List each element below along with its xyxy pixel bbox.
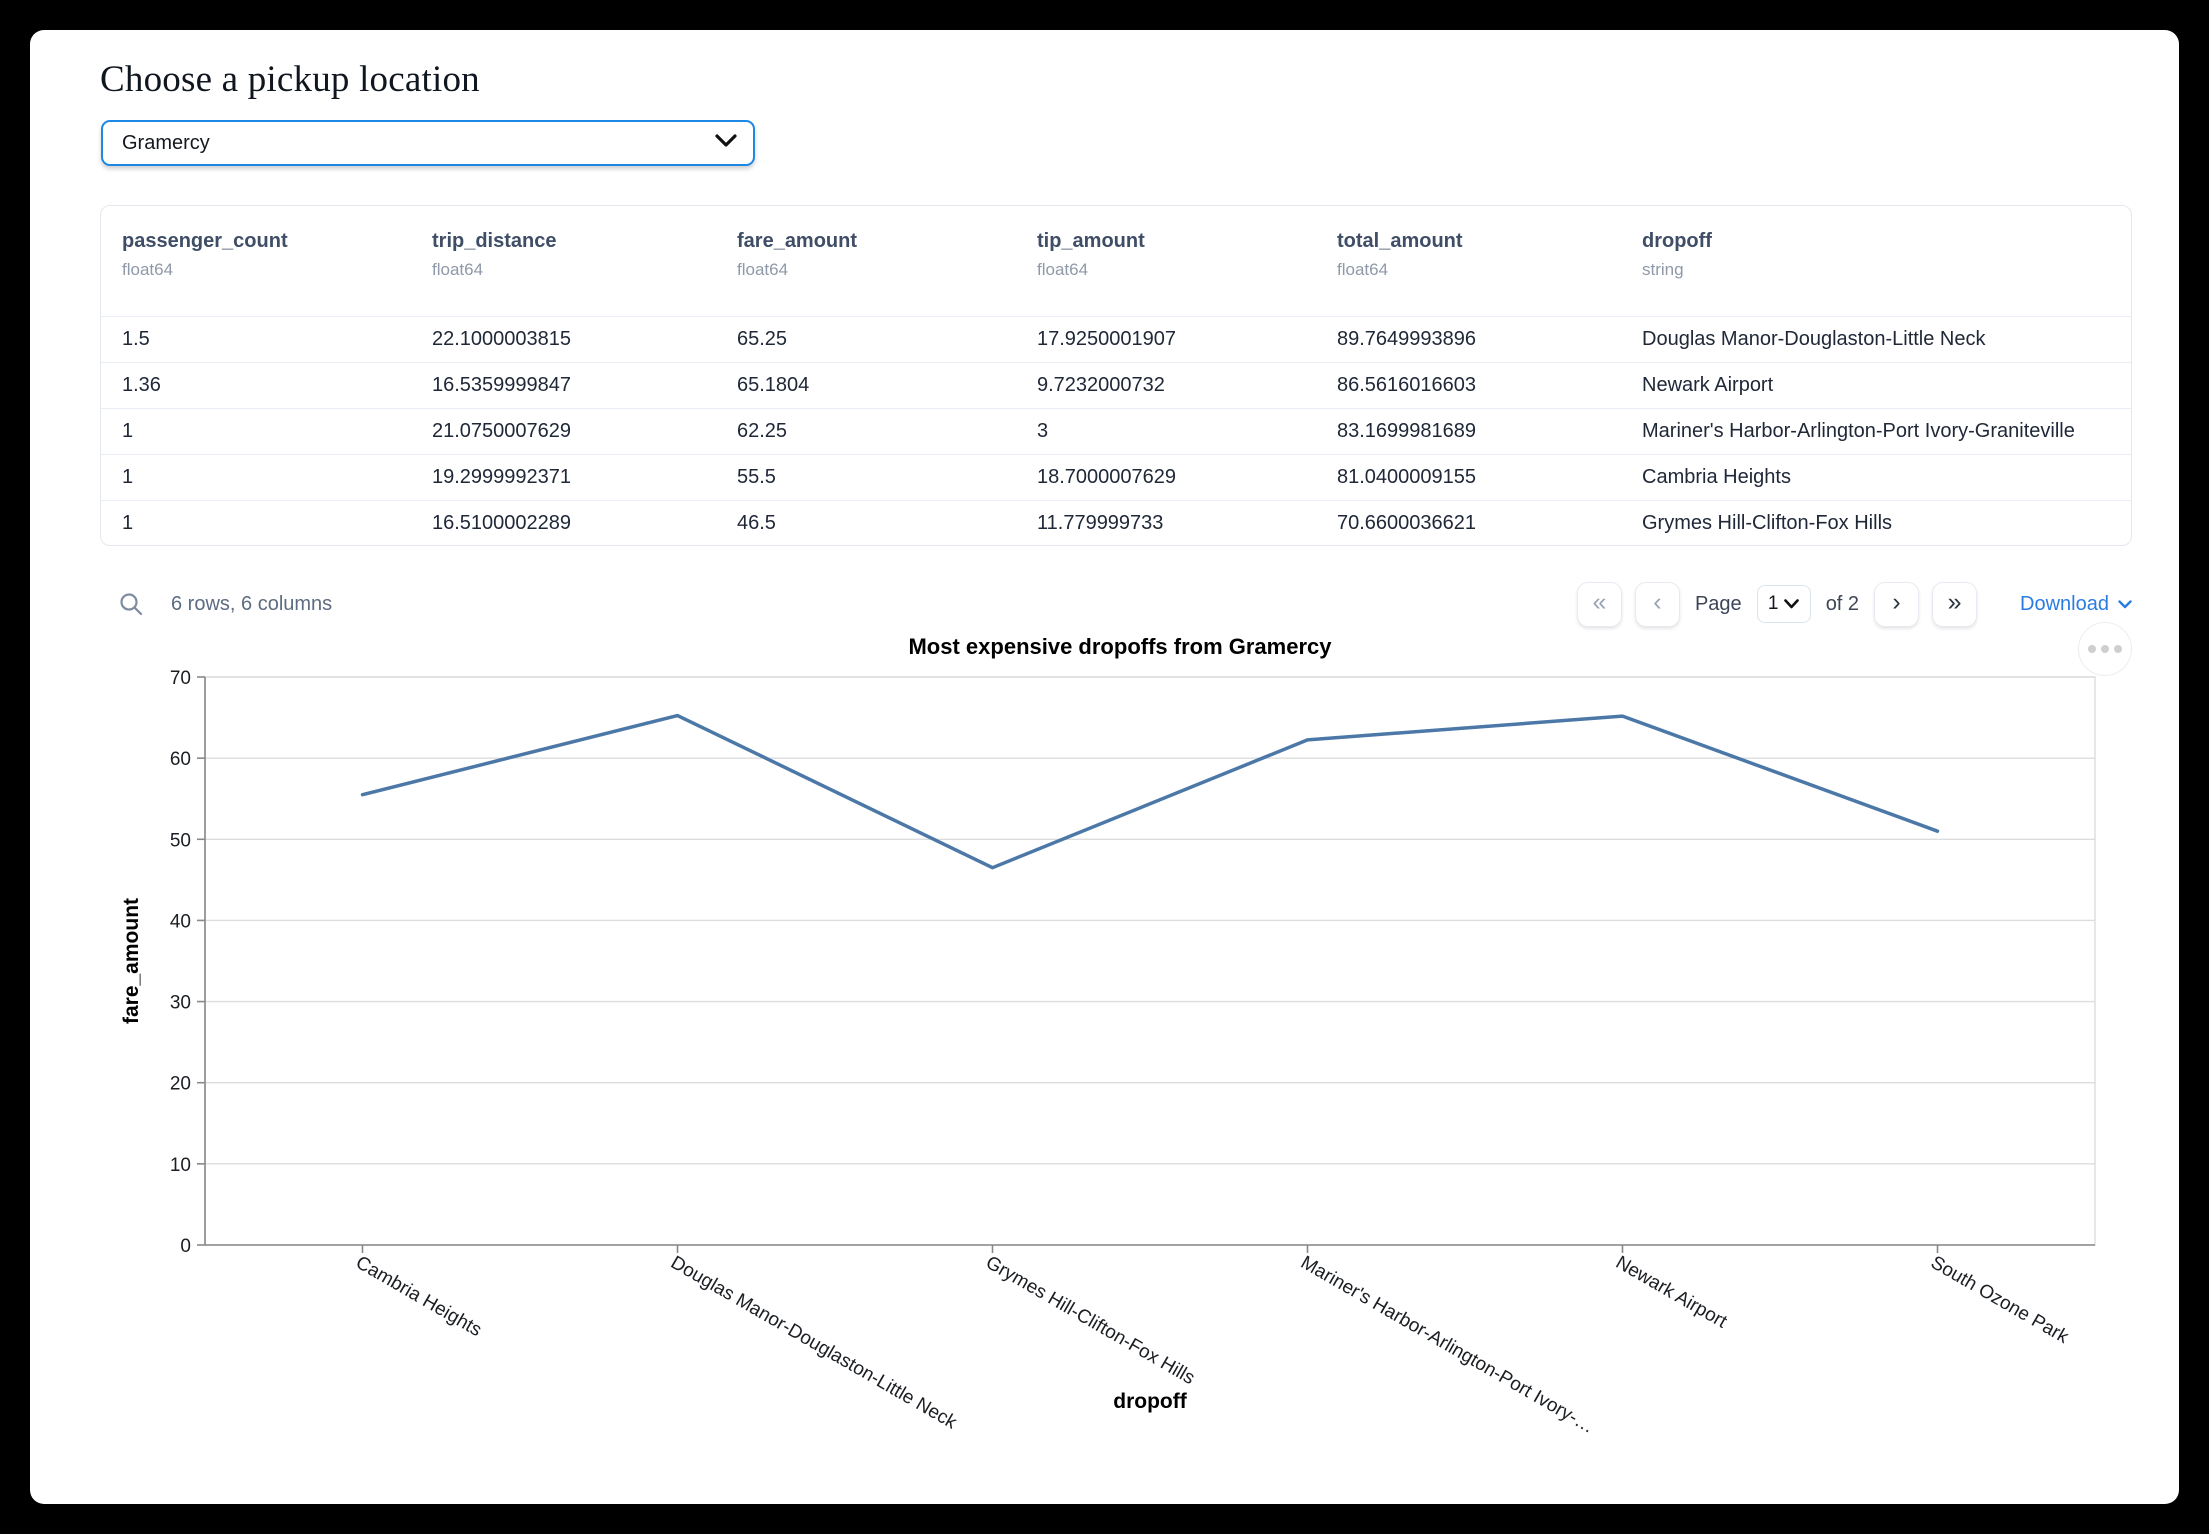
- table-cell: 21.0750007629: [432, 420, 572, 442]
- table-cell: 86.5616016603: [1337, 374, 1477, 396]
- table-footer: 6 rows, 6 columns « ‹ Page 1 of 2 › » Do…: [100, 580, 2132, 628]
- column-header: tip_amount float64: [1037, 230, 1145, 279]
- table-cell: 19.2999992371: [432, 466, 572, 488]
- app-card: Choose a pickup location Gramercy passen…: [30, 30, 2179, 1504]
- page-of-label: of 2: [1825, 592, 1860, 615]
- pagination: « ‹ Page 1 of 2 › » Download: [1576, 581, 2132, 627]
- x-tick-label: South Ozone Park: [1927, 1252, 2072, 1348]
- dataframe-table: passenger_count float64 trip_distance float…: [100, 205, 2132, 546]
- ellipsis-menu-icon[interactable]: [2078, 622, 2132, 676]
- y-tick-label: 0: [180, 1236, 191, 1257]
- table-cell: Douglas Manor-Douglaston-Little Neck: [1642, 328, 1986, 350]
- pickup-select[interactable]: Gramercy: [101, 120, 755, 166]
- table-cell: 22.1000003815: [432, 328, 572, 350]
- column-header: passenger_count float64: [122, 230, 288, 279]
- table-row[interactable]: 1 16.5100002289 46.5 11.779999733 70.6600036…: [101, 500, 2131, 546]
- table-cell: 1: [122, 466, 134, 488]
- table-header-row: passenger_count float64 trip_distance float…: [101, 206, 2131, 316]
- table-cell: 65.25: [737, 328, 788, 350]
- chevron-down-icon: [715, 133, 737, 153]
- y-tick-label: 40: [170, 911, 191, 932]
- y-tick-label: 10: [170, 1155, 191, 1176]
- table-cell: Newark Airport: [1642, 374, 1774, 396]
- prev-page-button[interactable]: ‹: [1634, 581, 1680, 627]
- x-tick-label: Douglas Manor-Douglaston-Little Neck: [667, 1252, 961, 1434]
- table-row[interactable]: 1 19.2999992371 55.5 18.7000007629 81.040000…: [101, 454, 2131, 500]
- x-tick-label: Mariner's Harbor-Arlington-Port Ivory-…: [1297, 1252, 1598, 1438]
- table-cell: 65.1804: [737, 374, 810, 396]
- table-cell: 1.36: [122, 374, 161, 396]
- page-select-value: 1: [1767, 593, 1779, 614]
- column-header: total_amount float64: [1337, 230, 1463, 279]
- y-tick-label: 30: [170, 993, 191, 1014]
- pickup-select-value: Gramercy: [122, 131, 210, 154]
- y-tick-label: 60: [170, 749, 191, 770]
- table-cell: Grymes Hill-Clifton-Fox Hills: [1642, 512, 1893, 534]
- table-row[interactable]: 1.5 22.1000003815 65.25 17.9250001907 89.764…: [101, 316, 2131, 362]
- table-row[interactable]: 1 21.0750007629 62.25 3 83.1699981689 Mariner…: [101, 408, 2131, 454]
- y-tick-label: 50: [170, 830, 191, 851]
- x-tick-label: Newark Airport: [1612, 1252, 1731, 1333]
- table-cell: 3: [1037, 420, 1049, 442]
- x-tick-label: Grymes Hill-Clifton-Fox Hills: [982, 1252, 1198, 1389]
- table-body: 1.5 22.1000003815 65.25 17.9250001907 89.764…: [101, 316, 2131, 546]
- download-label: Download: [2020, 592, 2109, 615]
- x-axis-title: dropoff: [1113, 1390, 1187, 1413]
- column-header: trip_distance float64: [432, 230, 557, 279]
- column-header: fare_amount float64: [737, 230, 858, 279]
- table-cell: Mariner's Harbor-Arlington-Port Ivory-Gr…: [1642, 420, 2075, 442]
- table-cell: 70.6600036621: [1337, 512, 1477, 534]
- table-cell: 9.7232000732: [1037, 374, 1165, 396]
- first-page-button[interactable]: «: [1576, 581, 1622, 627]
- table-cell: 1.5: [122, 328, 150, 350]
- next-page-button[interactable]: ›: [1874, 581, 1920, 627]
- table-cell: 16.5359999847: [432, 374, 572, 396]
- y-axis-title: fare_amount: [120, 898, 143, 1024]
- table-cell: 1: [122, 420, 134, 442]
- page-select[interactable]: 1: [1756, 585, 1811, 623]
- x-tick-label: Cambria Heights: [352, 1252, 485, 1341]
- table-cell: 1: [122, 512, 134, 534]
- line-chart: 0 10 20 30 40 50 60 70 Cambria Heights Douglas Ma…: [120, 668, 2096, 1438]
- table-cell: 89.7649993896: [1337, 328, 1477, 350]
- table-cell: 16.5100002289: [432, 512, 572, 534]
- download-button[interactable]: Download: [2020, 593, 2132, 616]
- y-tick-label: 70: [170, 668, 191, 689]
- table-cell: 55.5: [737, 466, 776, 488]
- chart-title: Most expensive dropoffs from Gramercy: [908, 634, 1332, 659]
- table-cell: 17.9250001907: [1037, 328, 1177, 350]
- table-cell: 46.5: [737, 512, 776, 534]
- table-summary: 6 rows, 6 columns: [171, 592, 333, 615]
- page-label: Page: [1694, 592, 1742, 615]
- table-cell: 11.779999733: [1037, 512, 1164, 534]
- table-cell: Cambria Heights: [1642, 466, 1791, 488]
- table-cell: 81.0400009155: [1337, 466, 1477, 488]
- table-row[interactable]: 1.36 16.5359999847 65.1804 9.7232000732 86.5…: [101, 362, 2131, 408]
- column-header: dropoff string: [1642, 230, 1712, 279]
- chevron-down-icon: [2118, 599, 2132, 608]
- search-icon[interactable]: [118, 591, 144, 617]
- data-line: [360, 713, 1940, 870]
- table-cell: 18.7000007629: [1037, 466, 1177, 488]
- chevron-down-icon: [1784, 599, 1800, 609]
- page-title: Choose a pickup location: [100, 59, 480, 100]
- last-page-button[interactable]: »: [1932, 581, 1978, 627]
- y-tick-label: 20: [170, 1074, 191, 1095]
- table-cell: 83.1699981689: [1337, 420, 1477, 442]
- table-cell: 62.25: [737, 420, 788, 442]
